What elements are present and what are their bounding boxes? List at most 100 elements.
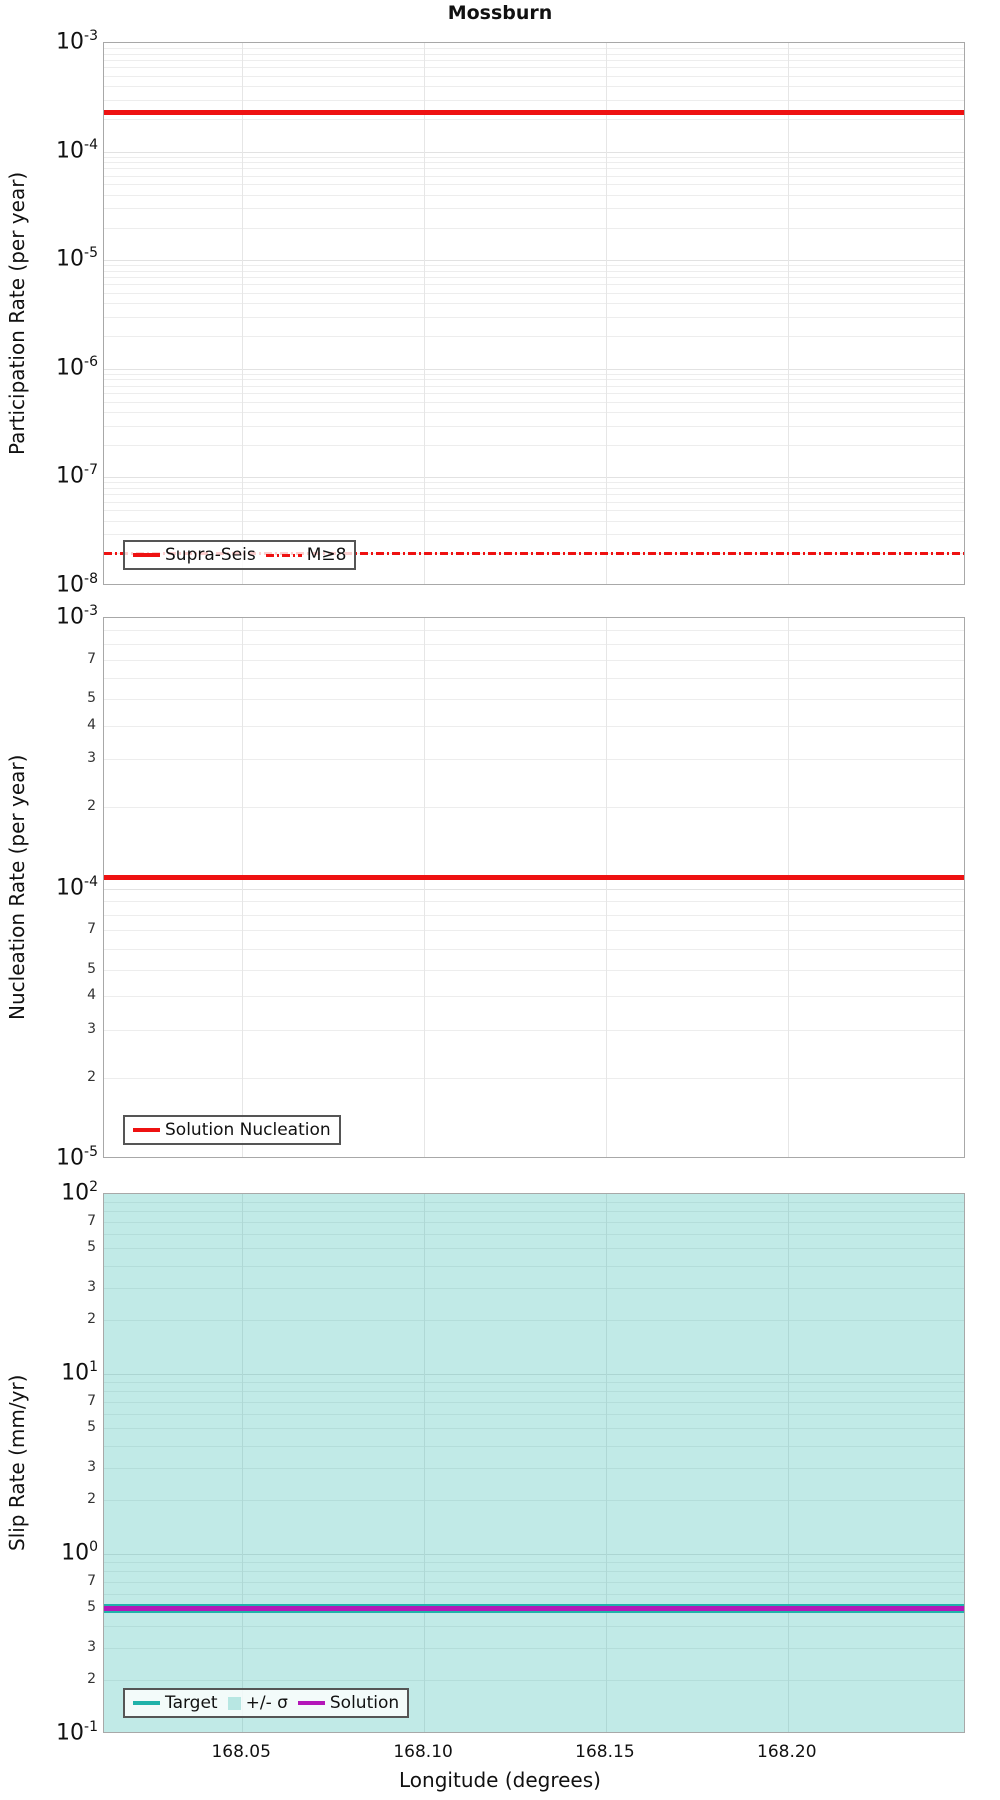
minor-gridline (104, 534, 964, 536)
minor-gridline (104, 99, 964, 101)
minor-gridline (104, 1445, 964, 1447)
y-minor-tick-label: 3 (87, 1279, 96, 1296)
minor-gridline (104, 67, 964, 69)
y-minor-tick-label: 3 (87, 1020, 96, 1037)
minor-gridline (104, 392, 964, 394)
minor-gridline (104, 156, 964, 158)
target-line-swatch-icon (133, 1701, 160, 1705)
x-gridline (787, 43, 789, 584)
y-minor-tick-label: 7 (87, 650, 96, 667)
y-tick-label: 102 (61, 1179, 98, 1206)
x-axis-title: Longitude (degrees) (399, 1768, 601, 1792)
major-gridline (104, 368, 964, 370)
nucleation-legend: Solution Nucleation (123, 1115, 341, 1145)
legend-label: +/- σ (245, 1693, 288, 1713)
y-minor-tick-label: 7 (87, 1572, 96, 1589)
minor-gridline (104, 401, 964, 403)
minor-gridline (104, 494, 964, 496)
x-gridline (605, 1194, 607, 1732)
major-gridline (104, 1374, 964, 1375)
minor-gridline (104, 208, 964, 210)
minor-gridline (104, 317, 964, 318)
y-minor-tick-label: 2 (87, 1068, 96, 1085)
minor-gridline (104, 482, 964, 484)
y-minor-tick-label: 2 (87, 1310, 96, 1327)
minor-gridline (104, 412, 964, 413)
minor-gridline (104, 379, 964, 381)
minor-gridline (104, 292, 964, 294)
major-gridline (104, 888, 964, 890)
y-tick-label: 10-4 (56, 873, 98, 900)
x-gridline (787, 1194, 789, 1732)
minor-gridline (104, 425, 964, 427)
minor-gridline (104, 969, 964, 971)
y-minor-tick-label: 2 (87, 1490, 96, 1507)
y-tick-label: 10-7 (56, 462, 98, 489)
minor-gridline (104, 659, 964, 661)
legend-label: M≥8 (306, 545, 347, 565)
minor-gridline (104, 1648, 964, 1650)
minor-gridline (104, 1625, 964, 1627)
minor-gridline (104, 1562, 964, 1564)
minor-gridline (104, 1265, 964, 1267)
minor-gridline (104, 1679, 964, 1681)
m-8-line (104, 551, 964, 555)
minor-gridline (104, 270, 964, 272)
y-tick-label: 10-6 (56, 353, 98, 381)
legend-label: Supra-Seis (165, 545, 256, 565)
minor-gridline (104, 1413, 964, 1415)
legend-label: Target (165, 1693, 218, 1713)
minor-gridline (104, 930, 964, 932)
minor-gridline (104, 1581, 964, 1583)
x-gridline (787, 618, 789, 1157)
sigma-band (104, 1194, 964, 1732)
minor-gridline (104, 1248, 964, 1250)
legend-entry-sigma-band: +/- σ (227, 1693, 288, 1713)
minor-gridline (104, 520, 964, 522)
legend-label: Solution Nucleation (165, 1120, 331, 1140)
y-tick-label: 100 (61, 1539, 98, 1566)
m8-dashdot-line-swatch-icon (265, 553, 302, 557)
x-gridline (605, 618, 607, 1157)
slip-rate-plot-area (103, 1193, 965, 1733)
x-gridline (424, 43, 426, 584)
participation-legend: Supra-Seis M≥8 (123, 540, 357, 570)
minor-gridline (104, 75, 964, 77)
legend-entry-target: Target (133, 1693, 218, 1713)
y-minor-tick-label: 5 (87, 690, 96, 707)
minor-gridline (104, 759, 964, 761)
y-tick-label: 10-4 (56, 136, 98, 163)
y-minor-tick-label: 2 (87, 798, 96, 815)
y-minor-tick-label: 3 (87, 1639, 96, 1656)
minor-gridline (104, 184, 964, 186)
participation-plot-area (103, 42, 965, 585)
x-tick-label: 168.10 (393, 1742, 453, 1762)
minor-gridline (104, 1382, 964, 1384)
minor-gridline (104, 385, 964, 387)
minor-gridline (104, 444, 964, 446)
solution-nucleation-line-swatch-icon (133, 1128, 160, 1132)
major-gridline (104, 151, 964, 153)
minor-gridline (104, 1468, 964, 1470)
y-tick-label: 10-3 (56, 28, 98, 55)
minor-gridline (104, 501, 964, 503)
legend-entry-solution-nucleation: Solution Nucleation (133, 1120, 331, 1140)
nucleation-y-axis-title: Nucleation Rate (per year) (5, 754, 29, 1021)
minor-gridline (104, 1401, 964, 1403)
minor-gridline (104, 86, 964, 88)
minor-gridline (104, 1428, 964, 1430)
major-gridline (104, 477, 964, 479)
minor-gridline (104, 303, 964, 305)
minor-gridline (104, 265, 964, 267)
minor-gridline (104, 1319, 964, 1321)
minor-gridline (104, 1077, 964, 1079)
legend-label: Solution (329, 1693, 400, 1713)
minor-gridline (104, 996, 964, 998)
major-gridline (104, 260, 964, 262)
minor-gridline (104, 277, 964, 278)
minor-gridline (104, 1029, 964, 1031)
x-gridline (424, 618, 426, 1157)
minor-gridline (104, 1221, 964, 1223)
y-minor-tick-label: 7 (87, 1212, 96, 1229)
